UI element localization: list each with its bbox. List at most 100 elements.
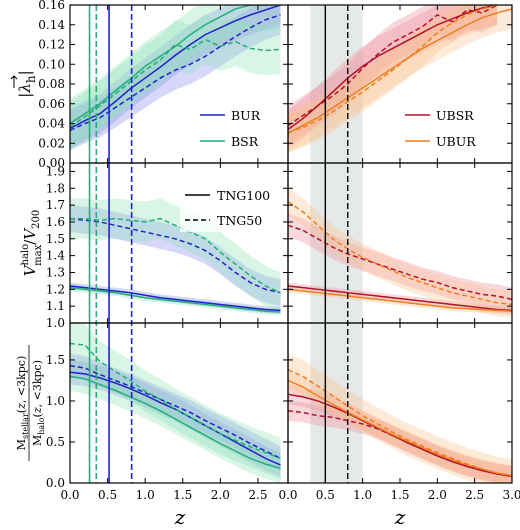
- ytick-label: 0.10: [38, 57, 65, 71]
- line-bur-solid: [70, 371, 281, 466]
- ytick-label: 0.16: [38, 0, 65, 12]
- y-axis-label-row-3: Mstellar(z, <3kpc) Mhalo(z, <3kpc): [15, 345, 46, 461]
- line-bur-dashed: [70, 364, 281, 460]
- svg-text:|λh|: |λh|: [16, 70, 38, 97]
- band-ubsr-solid: [288, 384, 512, 483]
- legend-entry-tng100: TNG100: [217, 188, 270, 203]
- z-band-1-row-2: [310, 163, 337, 323]
- ytick-label: 0.02: [38, 136, 65, 150]
- ytick-label: 1.7: [46, 198, 65, 212]
- line-ubsr-dashed: [288, 410, 512, 477]
- y-axis-label-row-2: Vhalo max/V200: [20, 210, 44, 277]
- xtick-label: 1.0: [136, 488, 155, 502]
- ytick-label: 1.0: [46, 394, 65, 408]
- panel-r2-c1: [70, 198, 281, 316]
- xtick-label: 2.0: [428, 488, 447, 502]
- xtick-label: 3.0: [502, 488, 520, 502]
- line-bsr-solid: [70, 286, 281, 313]
- frames-layer: [69, 4, 513, 484]
- ytick-label: 1.1: [46, 299, 65, 313]
- band-ubur-dashed: [288, 188, 512, 318]
- legend-line-styles: TNG100 TNG50: [180, 180, 282, 232]
- line-bsr-solid: [70, 5, 281, 125]
- line-bur-solid: [70, 285, 281, 312]
- line-ubur-dashed: [288, 5, 498, 134]
- ytick-label: 1.6: [46, 215, 65, 229]
- ytick-label: 0.00: [38, 156, 65, 170]
- ytick-label: 1.4: [46, 249, 65, 263]
- xtick-label: 2.5: [248, 488, 267, 502]
- xtick-label: 1.5: [173, 488, 192, 502]
- xtick-label: 0.5: [316, 488, 335, 502]
- svg-text:Mhalo(z, <3kpc): Mhalo(z, <3kpc): [31, 360, 46, 446]
- xtick-label: 0.0: [60, 488, 79, 502]
- ytick-label: 1.2: [46, 282, 65, 296]
- panel-r1-c1: [70, 5, 281, 152]
- ytick-label: 0.14: [38, 18, 65, 32]
- band-bsr-solid: [70, 5, 281, 149]
- band-bur-dashed: [70, 5, 281, 151]
- line-bur-dashed: [70, 217, 281, 294]
- panel-r3-c2: [288, 353, 512, 483]
- z-band-1-row-1: [310, 5, 337, 163]
- line-bsr-dashed: [70, 217, 281, 294]
- xtick-label: 2.0: [211, 488, 230, 502]
- ticks-layer: 0.00 0.02 0.04 0.06 0.08 0.10 0.12 0.14 0.16 1.0 1…: [38, 0, 520, 502]
- ytick-label: 1.8: [46, 181, 65, 195]
- xtick-label: 1.0: [353, 488, 372, 502]
- band-bsr-dashed: [70, 14, 281, 152]
- panel-r3-c1: [70, 323, 281, 483]
- ytick-label: 0.04: [38, 117, 65, 131]
- xtick-label: 2.5: [465, 488, 484, 502]
- ytick-label: 0.0: [46, 476, 65, 490]
- band-bur-dashed: [70, 353, 281, 471]
- x-axis-label-left: z: [174, 505, 186, 529]
- band-ubur-solid: [288, 370, 512, 483]
- band-ubur-dashed: [288, 353, 512, 483]
- band-ubsr-solid: [288, 5, 498, 150]
- panels-layer: [70, 5, 512, 483]
- xtick-label: 1.5: [390, 488, 409, 502]
- line-ubsr-solid: [288, 5, 498, 131]
- ytick-label: 0.06: [38, 97, 65, 111]
- band-bsr-dashed: [70, 198, 281, 313]
- band-ubur-dashed: [288, 5, 498, 153]
- band-bur-dashed: [70, 205, 281, 307]
- svg-text:Mstellar(z, <3kpc): Mstellar(z, <3kpc): [15, 356, 30, 451]
- ytick-label: 1.0: [46, 316, 65, 330]
- ytick-label: 0.12: [38, 38, 65, 52]
- legend-entry-bsr: BSR: [231, 134, 259, 149]
- legend-entry-tng50: TNG50: [217, 213, 262, 228]
- legend-entry-bur: BUR: [231, 108, 261, 123]
- panel-frame-r3-c2: [287, 322, 513, 484]
- band-bsr-dashed: [70, 323, 281, 479]
- line-bur-dashed: [70, 14, 281, 132]
- band-ubsr-dashed: [288, 213, 512, 312]
- ytick-label: 1.3: [46, 265, 65, 279]
- xtick-label: 0.5: [98, 488, 117, 502]
- z-band-2-row-3: [336, 323, 363, 483]
- ytick-label: 0.5: [46, 435, 65, 449]
- ytick-label: 0.08: [38, 77, 65, 91]
- ytick-label: 1.5: [46, 232, 65, 246]
- line-bsr-solid: [70, 375, 281, 469]
- line-bur-solid: [70, 5, 281, 130]
- ytick-label: 1.9: [46, 164, 65, 178]
- line-bsr-dashed: [70, 342, 281, 460]
- band-bur-solid: [70, 5, 281, 149]
- legend-entry-ubsr: UBSR: [436, 108, 474, 123]
- y-axis-label-row-1: |λh|: [10, 70, 38, 98]
- legend-left-top: BUR BSR: [200, 108, 261, 149]
- panel-r1-c2: [288, 5, 512, 154]
- xtick-label: 0.0: [278, 488, 297, 502]
- band-ubsr-dashed: [288, 5, 498, 146]
- legend-entry-ubur: UBUR: [436, 134, 476, 149]
- line-ubsr-dashed: [288, 5, 498, 127]
- line-bsr-dashed: [70, 38, 281, 128]
- legend-right-top: UBSR UBUR: [405, 108, 476, 149]
- x-axis-label-right: z: [394, 505, 406, 529]
- band-ubur-solid: [288, 5, 512, 154]
- band-bsr-solid: [70, 361, 281, 483]
